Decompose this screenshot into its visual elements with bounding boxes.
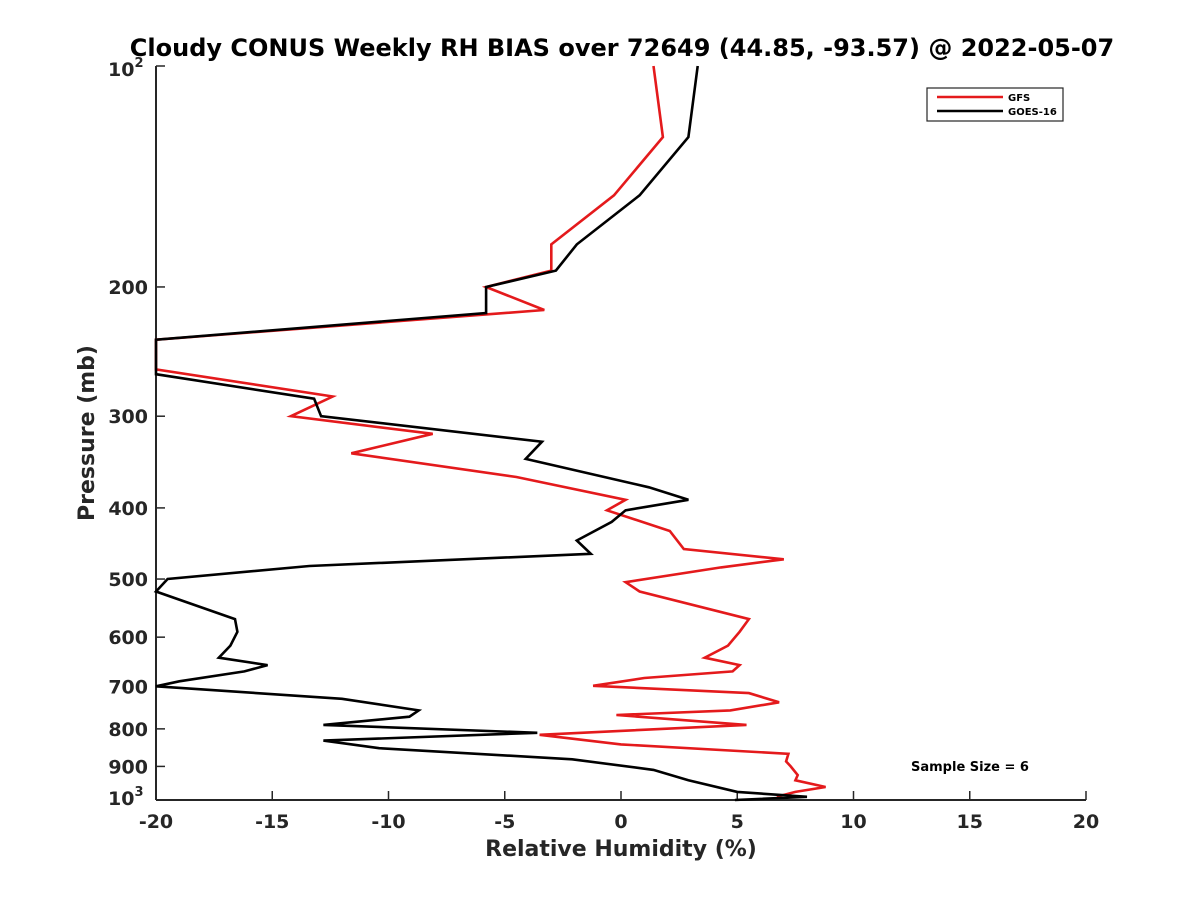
y-tick-label: 700 bbox=[108, 676, 148, 698]
y-tick-label: 800 bbox=[108, 719, 148, 741]
y-tick-base: 10 bbox=[108, 788, 134, 810]
legend-label-gfs: GFS bbox=[1008, 93, 1030, 104]
y-tick-label: 600 bbox=[108, 627, 148, 649]
x-ticks: -20 -15 -10 -5 0 5 10 15 20 bbox=[139, 791, 1099, 833]
series-line-goes16 bbox=[153, 65, 808, 802]
plot-area bbox=[155, 66, 1086, 801]
x-tick-label: -20 bbox=[139, 811, 173, 833]
y-tick-exponent: 3 bbox=[134, 785, 143, 800]
y-tick-label: 900 bbox=[108, 756, 148, 778]
x-tick-label: 10 bbox=[840, 811, 866, 833]
legend-label-goes16: GOES-16 bbox=[1008, 107, 1057, 118]
x-tick-label: -5 bbox=[494, 811, 515, 833]
legend-box bbox=[926, 87, 1064, 122]
legend: GFS GOES-16 bbox=[926, 87, 1064, 122]
chart-title: Cloudy CONUS Weekly RH BIAS over 72649 (… bbox=[130, 34, 1114, 62]
y-tick-label: 500 bbox=[108, 569, 148, 591]
series-layer bbox=[153, 65, 826, 802]
x-tick-label: -10 bbox=[371, 811, 405, 833]
x-axis-label: Relative Humidity (%) bbox=[485, 837, 757, 862]
y-tick-label: 102 bbox=[108, 56, 144, 81]
series-line-gfs bbox=[154, 65, 826, 799]
y-axis-label: Pressure (mb) bbox=[75, 345, 100, 521]
x-tick-label: 5 bbox=[731, 811, 744, 833]
sample-size-annotation: Sample Size = 6 bbox=[911, 760, 1029, 775]
y-tick-label: 300 bbox=[108, 406, 148, 428]
y-tick-label: 400 bbox=[108, 498, 148, 520]
x-tick-label: 15 bbox=[957, 811, 983, 833]
y-tick-label: 103 bbox=[108, 785, 144, 810]
y-tick-base: 10 bbox=[108, 59, 134, 81]
y-tick-label: 200 bbox=[108, 277, 148, 299]
x-tick-label: -15 bbox=[255, 811, 289, 833]
x-tick-label: 20 bbox=[1073, 811, 1099, 833]
y-tick-exponent: 2 bbox=[134, 56, 143, 71]
x-tick-label: 0 bbox=[614, 811, 627, 833]
